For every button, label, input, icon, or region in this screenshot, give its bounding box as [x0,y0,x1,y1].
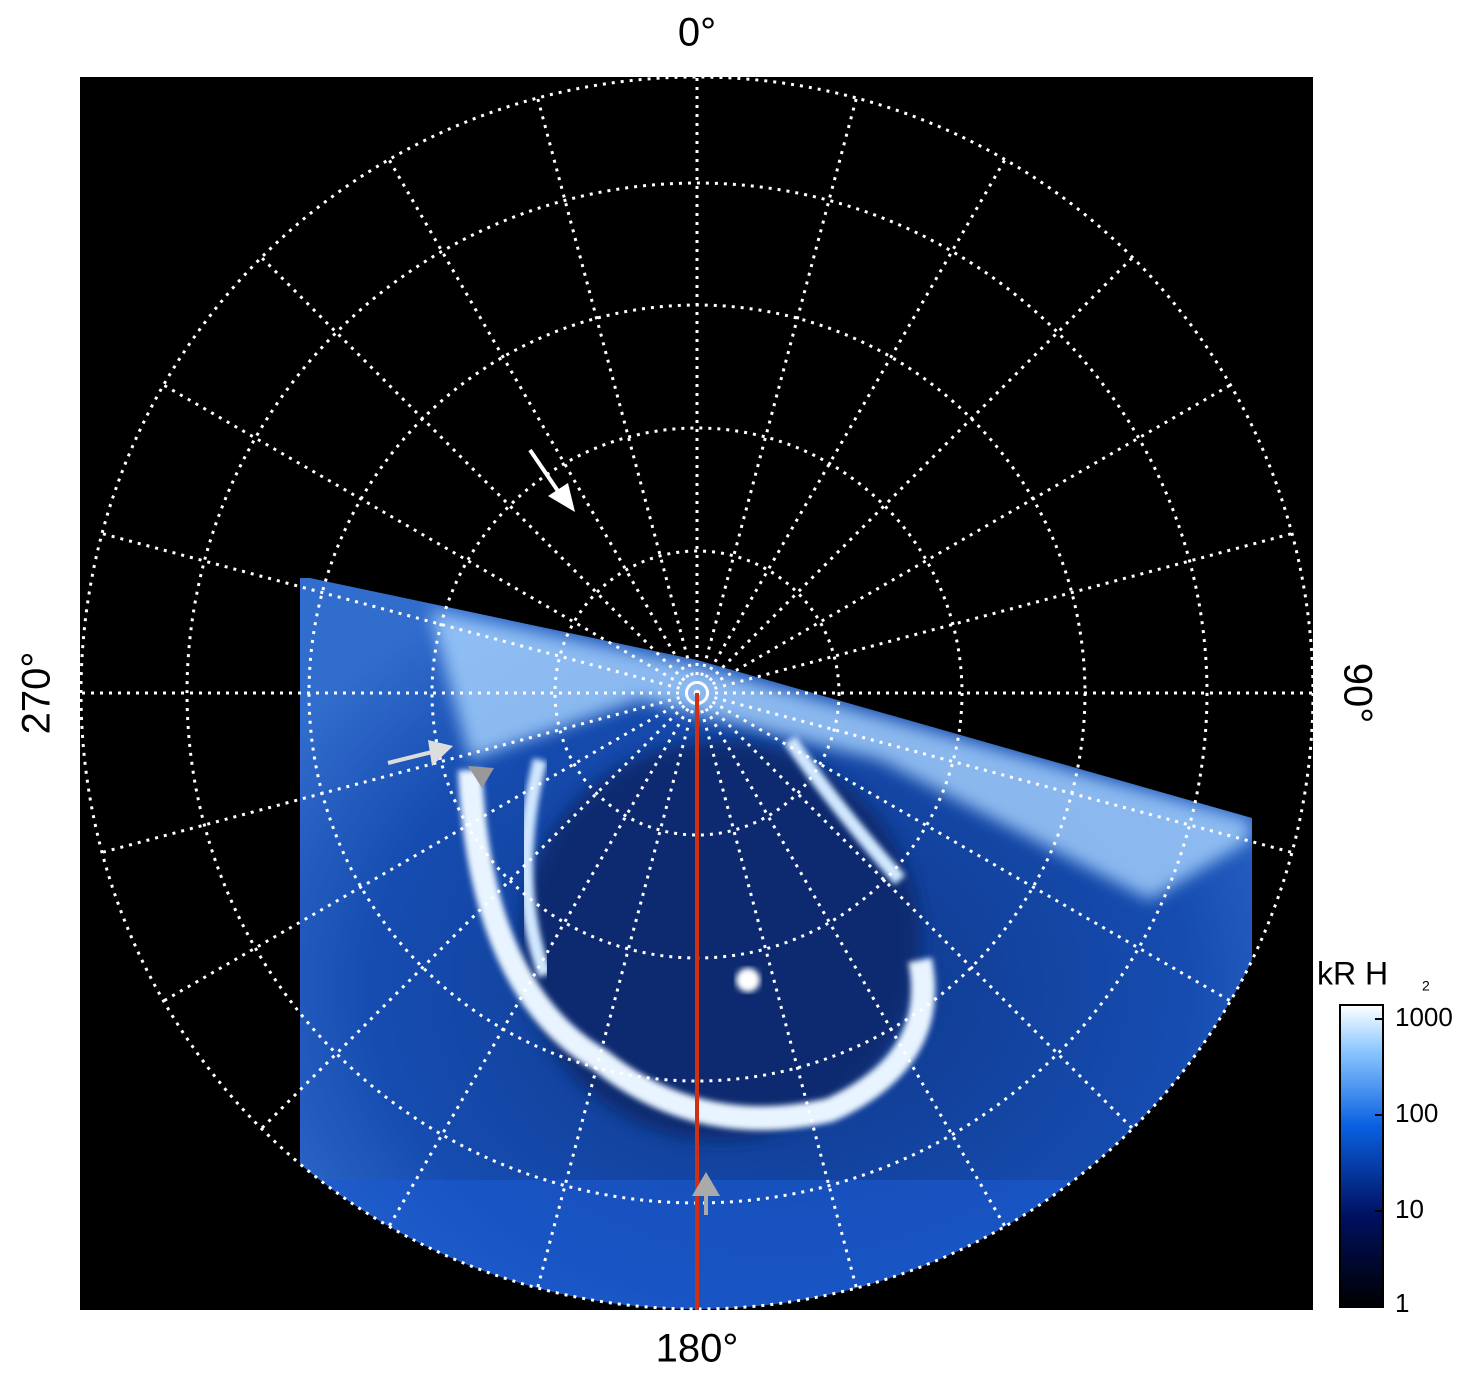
radial-grid-line [695,97,858,694]
radial-grid-line [695,256,1134,695]
angle-label: 180° [656,1327,739,1371]
colorbar-label-subscript: 2 [1422,978,1430,994]
radial-grid-line [695,158,1007,694]
radial-grid-line [260,256,699,695]
radial-grid-line [695,691,1134,1130]
radial-grid-line [696,691,1293,854]
annotation-arrows [387,448,720,1215]
colorbar-label: kR H [1317,955,1388,991]
radial-grid-line [162,383,698,695]
colorbar [1339,1004,1384,1308]
radial-grid-line [696,532,1293,695]
radial-grid-line [695,692,1007,1228]
radial-grid-line [260,691,699,1130]
polar-grid [79,75,1315,1311]
angle-label: 0° [678,11,716,55]
radial-grid-line [696,691,1232,1003]
angle-label: 270° [15,652,59,735]
radial-grid-line [101,691,698,854]
radial-grid-line [695,692,858,1289]
colorbar-tick-label: 10 [1395,1194,1424,1224]
angle-label: 90° [1335,663,1379,724]
radial-grid-line [536,692,699,1289]
colorbar-tick-label: 100 [1395,1098,1438,1128]
radial-grid-line [536,97,699,694]
radial-grid-line [387,158,699,694]
radial-grid-line [696,383,1232,695]
colorbar-tick-label: 1 [1395,1288,1409,1318]
radial-grid-line [387,692,699,1228]
radial-grid-line [162,691,698,1003]
radial-grid-line [101,532,698,695]
colorbar-tick-label: 1000 [1395,1002,1453,1032]
